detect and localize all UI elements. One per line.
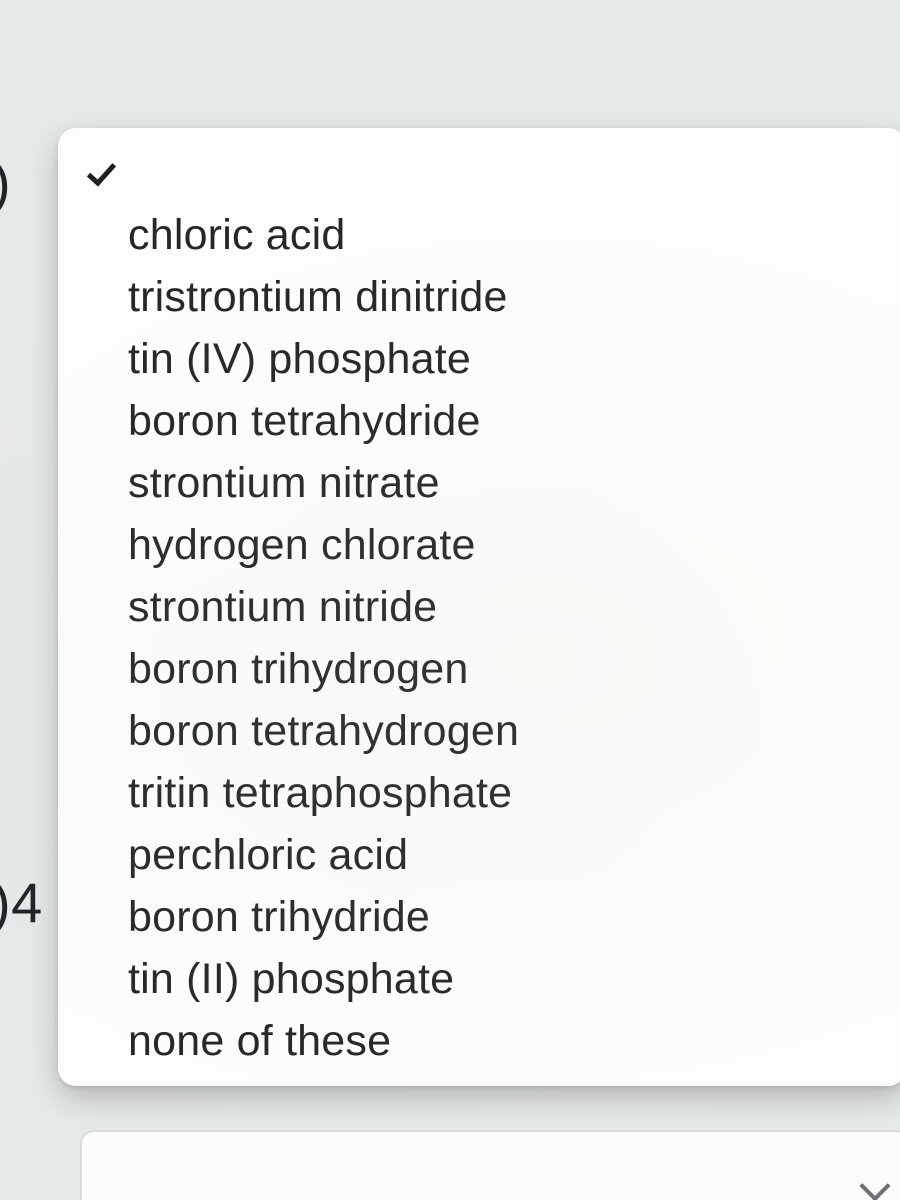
option-boron-trihydride[interactable]: boron trihydride [68,886,896,948]
option-label: strontium nitrate [128,459,440,508]
option-label: hydrogen chlorate [128,521,476,570]
option-chloric-acid[interactable]: chloric acid [68,204,896,266]
option-label: tin (IV) phosphate [128,335,471,384]
dropdown-popup: chloric acid tristrontium dinitride tin … [58,128,900,1086]
option-blank[interactable] [68,142,896,204]
option-label: boron tetrahydride [128,397,481,446]
option-label: none of these [128,1017,391,1066]
question-label-4: )4 [0,870,43,935]
checkmark-icon [86,158,116,188]
option-none-of-these[interactable]: none of these [68,1010,896,1072]
option-boron-trihydrogen[interactable]: boron trihydrogen [68,638,896,700]
option-tin-iv-phosphate[interactable]: tin (IV) phosphate [68,328,896,390]
option-label: boron trihydride [128,893,430,942]
question-label-1: ) [0,150,11,215]
option-label: tristrontium dinitride [128,273,508,322]
option-tristrontium-dinitride[interactable]: tristrontium dinitride [68,266,896,328]
option-strontium-nitride[interactable]: strontium nitride [68,576,896,638]
option-strontium-nitrate[interactable]: strontium nitrate [68,452,896,514]
chevron-down-icon [860,1171,888,1199]
option-tin-ii-phosphate[interactable]: tin (II) phosphate [68,948,896,1010]
option-tritin-tetraphosphate[interactable]: tritin tetraphosphate [68,762,896,824]
option-label: strontium nitride [128,583,437,632]
option-label: tin (II) phosphate [128,955,454,1004]
option-label: boron trihydrogen [128,645,468,694]
option-label: perchloric acid [128,831,408,880]
option-hydrogen-chlorate[interactable]: hydrogen chlorate [68,514,896,576]
selected-check-slot [74,158,128,188]
option-boron-tetrahydride[interactable]: boron tetrahydride [68,390,896,452]
option-boron-tetrahydrogen[interactable]: boron tetrahydrogen [68,700,896,762]
background-select-3[interactable] [80,1130,900,1200]
option-label: boron tetrahydrogen [128,707,519,756]
option-label: chloric acid [128,211,345,260]
option-label: tritin tetraphosphate [128,769,512,818]
option-perchloric-acid[interactable]: perchloric acid [68,824,896,886]
